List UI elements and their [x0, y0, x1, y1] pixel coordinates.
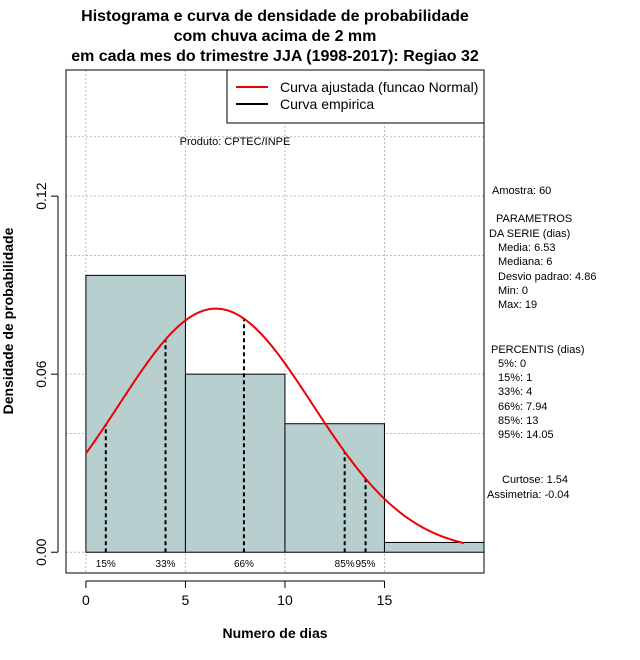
histogram-bar — [284, 423, 385, 553]
stat-params-subheading: DA SERIE (dias) — [489, 228, 570, 240]
product-annotation: Produto: CPTEC/INPE — [180, 136, 291, 148]
y-axis-title: Densidade de probabilidade — [0, 227, 16, 414]
percentile-label: 33% — [156, 559, 176, 570]
stats-panel: Amostra: 60 PARAMETROS DA SERIE (dias) M… — [487, 185, 596, 501]
percentile-label: 15% — [96, 559, 116, 570]
chart-title-line-3: em cada mes do trimestre JJA (1998-2017)… — [71, 48, 479, 65]
stat-skewness: Assimetria: -0.04 — [487, 489, 570, 501]
chart-title-line-2: com chuva acima de 2 mm — [174, 28, 377, 45]
stat-kurtosis: Curtose: 1.54 — [502, 474, 568, 486]
legend-label-empirical: Curva empirica — [280, 96, 374, 112]
x-tick-label: 15 — [377, 592, 393, 608]
chart-title-line-1: Histograma e curva de densidade de proba… — [81, 8, 469, 25]
x-tick-label: 0 — [82, 592, 90, 608]
stat-median: Mediana: 6 — [498, 256, 552, 268]
x-axis: 0 5 10 15 — [82, 580, 393, 608]
stat-p5: 5%: 0 — [498, 358, 526, 370]
stat-p95: 95%: 14.05 — [498, 429, 554, 441]
percentile-lines — [104, 318, 367, 553]
normal-fit-curve — [85, 307, 465, 545]
histogram-bar — [383, 541, 485, 553]
x-tick-label: 5 — [182, 592, 190, 608]
stat-sample: Amostra: 60 — [492, 185, 551, 197]
histogram-bars — [85, 274, 485, 553]
y-tick-label: 0.12 — [33, 182, 49, 209]
percentile-label: 95% — [356, 559, 376, 570]
percentile-label: 66% — [234, 559, 254, 570]
stat-p66: 66%: 7.94 — [498, 401, 548, 413]
histogram-bar — [184, 373, 286, 553]
stat-p33: 33%: 4 — [498, 386, 532, 398]
y-tick-label: 0.06 — [33, 360, 49, 387]
stat-p15: 15%: 1 — [498, 372, 532, 384]
stat-p85: 85%: 13 — [498, 415, 538, 427]
legend-label-normal: Curva ajustada (funcao Normal) — [280, 79, 478, 95]
stat-max: Max: 19 — [498, 299, 537, 311]
percentile-labels: 15% 33% 66% 85% 95% — [96, 559, 376, 570]
y-tick-label: 0.00 — [33, 538, 49, 565]
stat-percentiles-heading: PERCENTIS (dias) — [491, 344, 585, 356]
stat-sd: Desvio padrao: 4.86 — [498, 271, 596, 283]
stat-params-heading: PARAMETROS — [496, 213, 572, 225]
legend: Curva ajustada (funcao Normal) Curva emp… — [226, 69, 485, 124]
stat-mean: Media: 6.53 — [498, 242, 555, 254]
percentile-label: 85% — [335, 559, 355, 570]
histogram-bar — [85, 274, 186, 553]
legend-box — [226, 69, 485, 124]
x-axis-title: Numero de dias — [222, 625, 327, 641]
y-axis: 0.00 0.06 0.12 — [33, 182, 59, 566]
stat-min: Min: 0 — [498, 285, 528, 297]
x-tick-label: 10 — [277, 592, 293, 608]
